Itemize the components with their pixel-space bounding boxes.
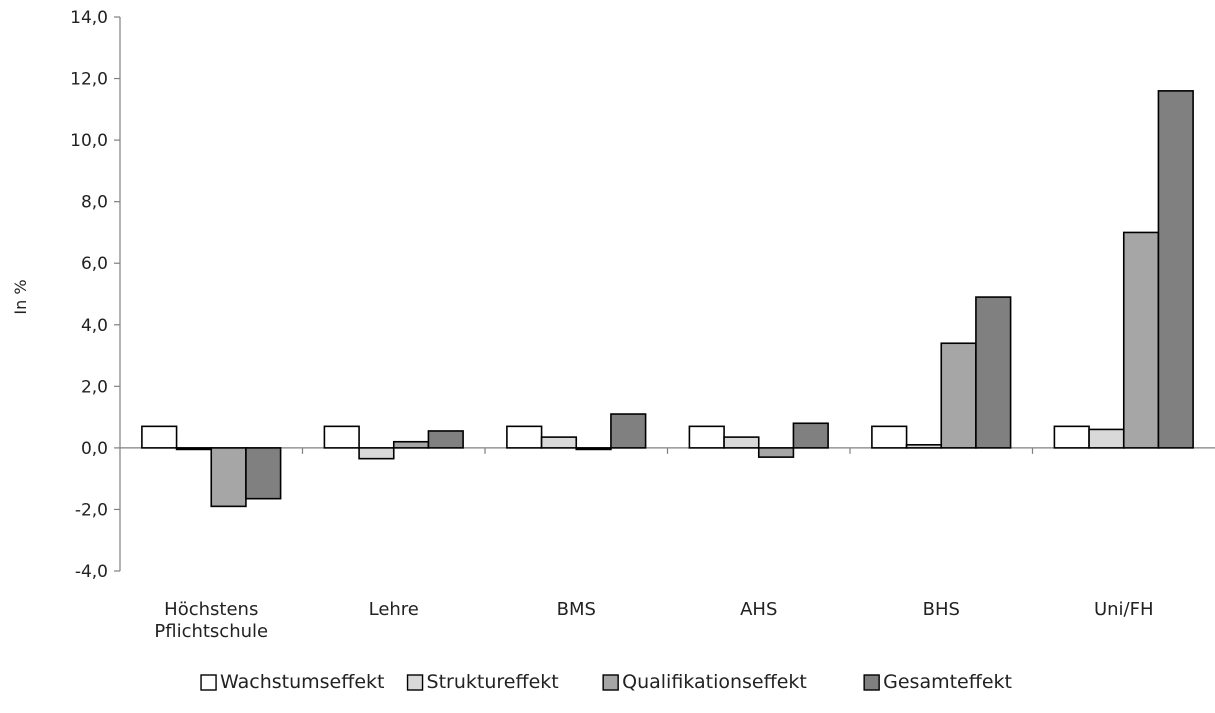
y-tick-label: 4,0 bbox=[81, 316, 108, 336]
bar-struktureffekt-2 bbox=[540, 436, 578, 449]
bar-wachstumseffekt-3 bbox=[688, 425, 725, 449]
bar-gesamteffekt-5 bbox=[1157, 90, 1194, 449]
x-axis: Höchstens Pflichtschule Lehre BMS AHS BHS Uni/… bbox=[120, 447, 1215, 642]
legend-swatch-qualifikationseffekt bbox=[602, 674, 619, 691]
bar-gesamteffekt-4 bbox=[975, 296, 1012, 449]
x-tick-label: AHS bbox=[740, 599, 777, 620]
y-axis-label: In % bbox=[11, 279, 30, 314]
bar-wachstumseffekt-0 bbox=[141, 425, 178, 449]
bar-wachstumseffekt-4 bbox=[871, 425, 908, 449]
bar-qualifikationseffekt-3 bbox=[757, 447, 795, 458]
bar-gesamteffekt-3 bbox=[792, 422, 829, 449]
bar-qualifikationseffekt-5 bbox=[1122, 231, 1160, 449]
x-tick-label: Lehre bbox=[369, 599, 419, 620]
bar-gesamteffekt-1 bbox=[427, 430, 464, 449]
bar-struktureffekt-4 bbox=[905, 444, 943, 449]
bar-gesamteffekt-2 bbox=[610, 413, 647, 449]
bar-struktureffekt-5 bbox=[1088, 428, 1125, 449]
y-tick-label: 10,0 bbox=[70, 131, 108, 151]
bar-qualifikationseffekt-0 bbox=[210, 447, 247, 508]
bars bbox=[141, 90, 1194, 508]
legend-label-wachstumseffekt: Wachstumseffekt bbox=[220, 671, 384, 693]
x-tick-label: BHS bbox=[923, 599, 960, 620]
y-tick-label: 12,0 bbox=[70, 70, 108, 90]
bar-struktureffekt-1 bbox=[358, 447, 395, 460]
legend-swatch-struktureffekt bbox=[406, 674, 424, 691]
bar-qualifikationseffekt-2 bbox=[575, 447, 612, 451]
bar-qualifikationseffekt-4 bbox=[940, 342, 977, 449]
bar-wachstumseffekt-5 bbox=[1053, 425, 1090, 449]
y-tick-label: 8,0 bbox=[81, 193, 108, 213]
y-tick-label: -2,0 bbox=[75, 500, 108, 520]
y-tick-label: 2,0 bbox=[81, 377, 108, 397]
x-tick-label: Höchstens Pflichtschule bbox=[154, 599, 268, 642]
bar-struktureffekt-0 bbox=[175, 447, 213, 451]
y-tick-label: -4,0 bbox=[75, 562, 108, 582]
legend-swatch-gesamteffekt bbox=[863, 674, 880, 691]
bar-wachstumseffekt-1 bbox=[323, 425, 360, 449]
legend-label-gesamteffekt: Gesamteffekt bbox=[883, 671, 1012, 693]
x-tick-label: BMS bbox=[557, 599, 596, 620]
legend: Wachstumseffekt Struktureffekt Qualifikati… bbox=[200, 671, 1012, 693]
bar-qualifikationseffekt-1 bbox=[392, 440, 430, 449]
bar-gesamteffekt-0 bbox=[245, 447, 282, 500]
bar-wachstumseffekt-2 bbox=[506, 425, 543, 449]
y-tick-label: 14,0 bbox=[70, 8, 108, 28]
legend-label-struktureffekt: Struktureffekt bbox=[427, 671, 559, 693]
y-tick-label: 0,0 bbox=[81, 439, 108, 459]
bar-struktureffekt-3 bbox=[723, 436, 760, 449]
y-tick-label: 6,0 bbox=[81, 254, 108, 274]
y-axis: -4,0 -2,0 0,0 2,0 4,0 6,0 8,0 10,0 12,0 14,0 bbox=[70, 8, 121, 582]
legend-swatch-wachstumseffekt bbox=[200, 674, 217, 691]
x-tick-label: Uni/FH bbox=[1094, 599, 1154, 620]
legend-label-qualifikationseffekt: Qualifikationseffekt bbox=[622, 671, 807, 693]
